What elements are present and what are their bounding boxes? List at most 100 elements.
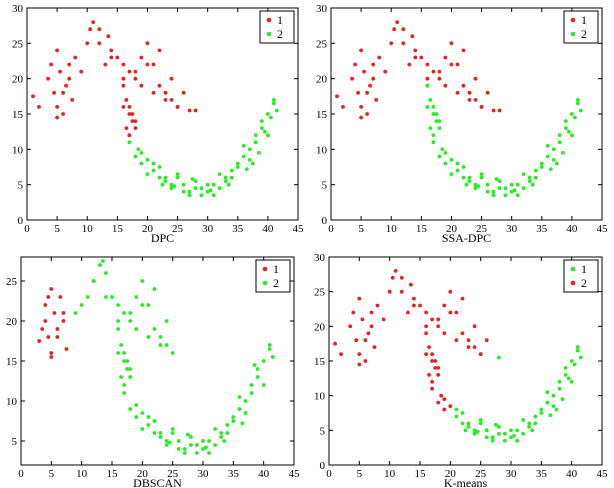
data-point <box>399 275 404 280</box>
data-point <box>52 311 57 315</box>
data-point <box>369 324 374 329</box>
data-point <box>181 182 186 187</box>
legend: 12 <box>255 259 291 293</box>
data-point <box>442 397 447 401</box>
data-point <box>430 352 434 356</box>
data-point <box>467 175 472 180</box>
data-point <box>484 428 489 433</box>
data-point <box>169 76 174 81</box>
legend-marker <box>262 280 268 286</box>
y-tick-label: 5 <box>320 425 326 437</box>
data-point <box>433 366 438 370</box>
data-point <box>359 105 363 109</box>
data-point <box>566 376 571 381</box>
data-point <box>170 351 175 355</box>
data-point <box>145 41 150 46</box>
x-tick-label: 10 <box>82 223 94 235</box>
data-point <box>55 335 60 339</box>
data-point <box>125 359 130 363</box>
data-point <box>31 94 35 99</box>
data-point <box>190 177 195 181</box>
data-point <box>443 83 448 88</box>
data-point <box>249 391 254 395</box>
data-point <box>139 161 144 166</box>
data-point <box>443 161 448 166</box>
data-point <box>363 338 368 343</box>
data-point <box>554 407 559 412</box>
data-point <box>73 311 78 315</box>
data-point <box>434 119 439 123</box>
data-point <box>427 373 431 377</box>
x-tick-label: 25 <box>476 223 488 235</box>
data-point <box>436 366 441 370</box>
data-point <box>181 90 186 95</box>
data-point <box>443 151 448 155</box>
data-point <box>43 303 48 307</box>
data-point <box>261 359 266 363</box>
data-point <box>110 295 114 299</box>
x-tick-label: 45 <box>597 223 609 235</box>
data-point <box>133 119 138 123</box>
x-tick-label: 10 <box>384 468 396 480</box>
data-point <box>240 421 245 426</box>
x-tick-label: 25 <box>475 468 487 480</box>
data-point <box>425 62 430 67</box>
data-point <box>158 335 163 339</box>
y-tick-label: 10 <box>316 144 328 156</box>
data-point <box>575 345 580 349</box>
data-point <box>172 184 177 189</box>
data-point <box>381 317 386 322</box>
data-point <box>512 434 516 438</box>
data-point <box>49 62 53 67</box>
data-point <box>478 421 483 426</box>
data-point <box>116 327 120 331</box>
data-point <box>485 182 490 187</box>
data-point <box>573 115 577 120</box>
data-point <box>211 193 216 198</box>
data-point <box>175 175 180 180</box>
data-point <box>158 435 163 439</box>
data-point <box>189 435 193 439</box>
data-point <box>354 338 359 343</box>
data-point <box>569 359 574 363</box>
data-point <box>365 112 369 116</box>
data-point <box>448 404 453 408</box>
x-tick-label: 40 <box>258 468 270 480</box>
data-point <box>357 362 362 367</box>
data-point <box>139 83 144 88</box>
data-point <box>55 327 60 331</box>
legend-box <box>255 259 291 293</box>
y-tick-label: 30 <box>314 252 326 264</box>
data-point <box>247 158 252 162</box>
legend-label: 2 <box>277 27 283 41</box>
data-point <box>530 428 535 433</box>
series-1-points <box>31 20 198 138</box>
y-tick-label: 10 <box>12 144 24 156</box>
data-point <box>530 182 535 187</box>
data-point <box>223 179 228 184</box>
data-point <box>231 415 236 419</box>
data-point <box>484 338 489 343</box>
series-1-points <box>454 345 583 443</box>
data-point <box>146 335 151 339</box>
data-point <box>151 161 156 166</box>
data-point <box>551 393 556 398</box>
plot-frame <box>330 7 603 221</box>
data-point <box>527 425 532 429</box>
legend-marker <box>570 280 576 286</box>
data-point <box>125 367 130 371</box>
data-point <box>570 112 574 116</box>
data-point <box>163 90 168 95</box>
data-point <box>557 140 562 145</box>
data-point <box>217 186 222 191</box>
data-point <box>533 168 538 173</box>
legend-marker <box>262 266 268 272</box>
data-point <box>539 411 544 415</box>
data-point <box>449 41 454 46</box>
data-point <box>170 427 175 431</box>
data-point <box>353 62 357 67</box>
data-point <box>466 425 471 429</box>
data-point <box>521 172 526 177</box>
x-tick-label: 40 <box>566 223 578 235</box>
data-point <box>497 108 502 113</box>
